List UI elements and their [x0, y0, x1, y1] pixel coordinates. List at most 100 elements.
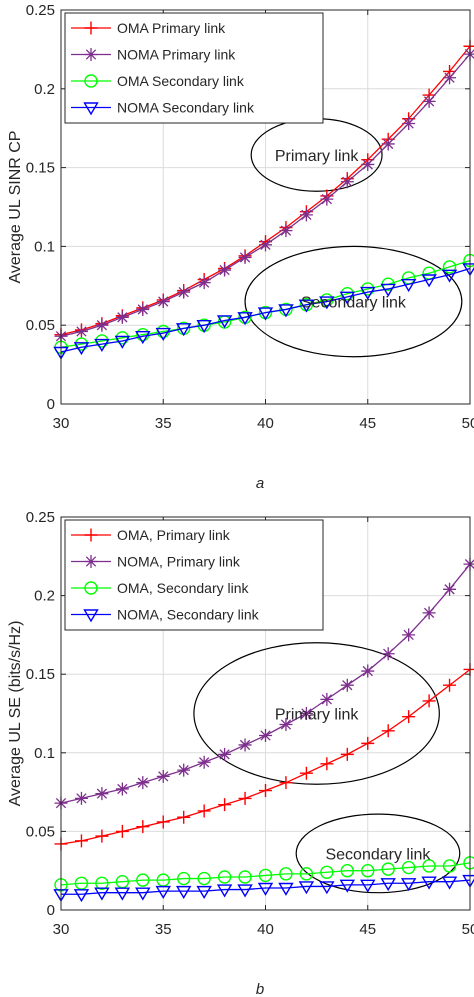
legend-marker — [84, 528, 98, 542]
y-tick-label: 0 — [47, 396, 55, 413]
y-axis-label: Average UL SE (bits/s/Hz) — [7, 621, 24, 807]
data-point — [443, 582, 457, 596]
data-point — [175, 323, 192, 337]
data-point — [279, 867, 293, 881]
legend-marker — [84, 581, 98, 595]
annotation-label: Secondary link — [301, 295, 407, 312]
legend-box — [64, 12, 324, 124]
y-axis-label: Average UL SINR CP — [7, 131, 24, 284]
data-point — [237, 884, 253, 898]
data-point — [361, 157, 375, 171]
data-point — [360, 879, 376, 893]
data-point — [197, 755, 211, 769]
data-point — [115, 310, 129, 324]
series-noma-secondary-link — [53, 263, 474, 360]
data-point — [340, 175, 354, 189]
data-point — [443, 71, 457, 85]
x-tick-label: 30 — [53, 415, 70, 432]
data-point — [95, 829, 109, 843]
x-tick-label: 40 — [257, 415, 274, 432]
legend-label: NOMA Primary link — [117, 47, 236, 63]
data-point — [196, 885, 212, 900]
legend-label: NOMA, Primary link — [117, 554, 241, 570]
data-point — [177, 763, 191, 777]
legend-item: NOMA, Secondary link — [71, 607, 260, 623]
y-tick-label: 0.1 — [34, 238, 55, 255]
legend: OMA Primary link NOMA Primary link OMA Sec… — [64, 12, 324, 124]
data-point — [442, 859, 457, 873]
data-point — [381, 724, 395, 738]
data-point — [238, 738, 252, 752]
series-line — [61, 879, 471, 895]
data-point — [237, 312, 253, 326]
data-point — [402, 116, 416, 130]
annotation-ellipse — [244, 245, 463, 358]
data-point — [74, 325, 88, 339]
series-noma-secondary-link — [53, 874, 474, 903]
legend-label: NOMA, Secondary link — [117, 607, 260, 623]
data-point — [156, 769, 170, 783]
data-point — [114, 335, 131, 349]
chart-panel-a: Primary link Secondary link 30 35 40 45 50 0 0.0… — [7, 2, 474, 492]
data-point — [95, 318, 109, 332]
data-point — [340, 864, 354, 878]
legend-label: NOMA Secondary link — [117, 100, 255, 116]
data-point — [216, 884, 233, 898]
legend-marker — [84, 555, 98, 568]
data-point — [402, 628, 416, 642]
data-point — [279, 224, 293, 238]
data-point — [340, 678, 354, 692]
data-point — [278, 882, 294, 896]
data-point — [135, 331, 151, 345]
legend-marker — [83, 609, 99, 623]
y-tick-label: 0.25 — [26, 2, 55, 19]
y-tick-label: 0.05 — [26, 317, 55, 334]
data-point — [299, 766, 313, 780]
data-point — [177, 810, 191, 824]
annotation-label: Primary link — [275, 707, 360, 724]
y-tick-label: 0.15 — [26, 160, 55, 177]
data-point — [299, 707, 313, 720]
data-point — [259, 784, 272, 798]
annotation-label: Secondary link — [325, 846, 431, 863]
data-point — [400, 279, 417, 293]
data-point — [115, 824, 129, 838]
legend-marker — [84, 74, 98, 88]
data-point — [95, 787, 109, 801]
y-tick-label: 0.25 — [26, 509, 55, 526]
legend-label: OMA Secondary link — [117, 73, 245, 89]
annotation-ellipse — [193, 642, 440, 785]
data-point — [176, 871, 191, 886]
data-point — [441, 876, 458, 890]
data-point — [380, 283, 396, 297]
data-point — [298, 299, 315, 313]
data-point — [422, 606, 436, 620]
data-point — [216, 315, 233, 329]
data-point — [421, 274, 437, 288]
data-point — [197, 804, 211, 818]
data-point — [380, 878, 396, 892]
data-point — [339, 879, 356, 893]
legend-item: NOMA Secondary link — [71, 100, 255, 116]
legend-item: OMA, Secondary link — [71, 580, 249, 596]
data-point — [320, 757, 334, 771]
data-point — [136, 820, 150, 834]
data-point — [177, 285, 191, 299]
data-point — [443, 678, 457, 692]
x-tick-label: 40 — [257, 921, 274, 938]
data-point — [196, 320, 212, 334]
data-point — [402, 710, 416, 724]
legend-label: OMA Primary link — [117, 20, 226, 36]
legend-marker — [84, 48, 98, 61]
data-point — [218, 798, 232, 812]
data-point — [238, 791, 252, 805]
series-noma-primary-link — [54, 557, 474, 810]
legend-item: NOMA Primary link — [71, 47, 236, 63]
data-point — [136, 776, 150, 790]
data-point — [218, 263, 232, 277]
x-tick-label: 35 — [155, 415, 172, 432]
data-point — [218, 747, 232, 761]
legend-item: OMA Primary link — [71, 20, 226, 36]
data-point — [197, 871, 211, 886]
